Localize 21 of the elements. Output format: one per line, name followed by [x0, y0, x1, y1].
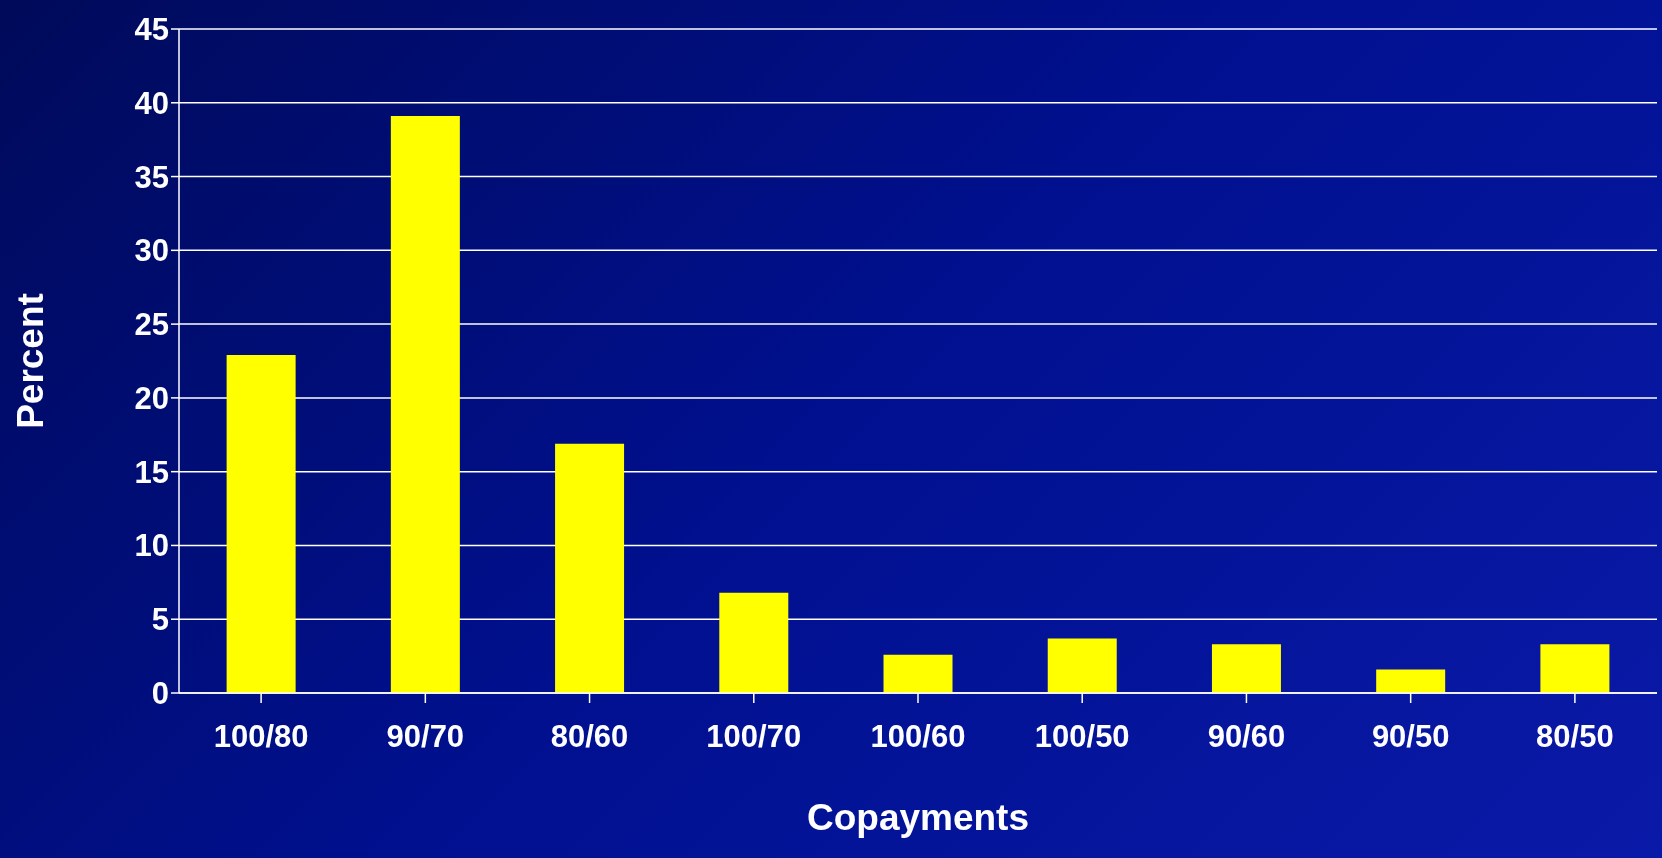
- x-tick-label: 100/70: [706, 719, 802, 755]
- x-tick-label: 100/80: [213, 719, 309, 755]
- y-tick-label: 40: [134, 85, 169, 121]
- y-tick-label: 25: [134, 307, 169, 343]
- y-tick-label: 35: [134, 159, 169, 195]
- x-tick-label: 90/50: [1371, 719, 1450, 755]
- x-tick-label: 90/70: [386, 719, 465, 755]
- y-tick-label: 5: [151, 602, 169, 638]
- y-tick-label: 45: [134, 12, 169, 48]
- x-tick-label: 80/50: [1536, 719, 1614, 755]
- x-tick-label: 100/50: [1034, 719, 1130, 755]
- y-tick-label: 30: [134, 233, 169, 269]
- x-axis-title: Copayments: [806, 797, 1030, 838]
- y-tick-label: 10: [134, 528, 169, 564]
- y-tick-label: 15: [134, 454, 169, 490]
- y-tick-label: 0: [151, 676, 169, 712]
- x-tick-label: 80/60: [550, 719, 629, 755]
- x-tick-label: 90/60: [1207, 719, 1286, 755]
- x-tick-label: 100/60: [870, 719, 966, 755]
- y-axis-title: Percent: [10, 293, 52, 429]
- y-tick-label: 20: [134, 380, 169, 416]
